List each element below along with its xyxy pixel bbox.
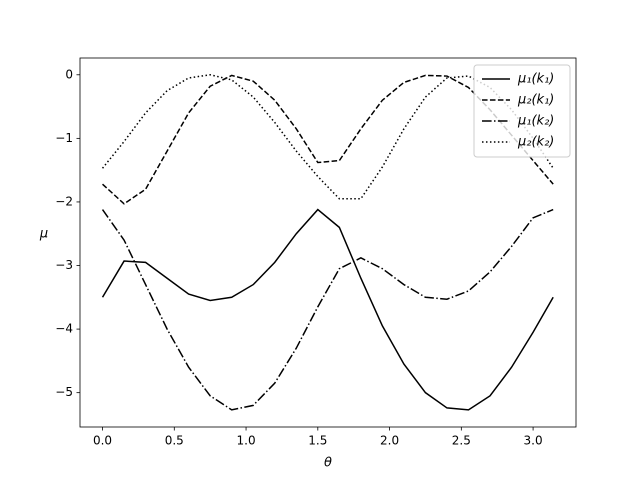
x-tick-label: 2.5 [452,434,471,448]
series-line [101,74,554,200]
legend-label: μ₂(k₂) [517,135,554,150]
series-line [101,208,554,411]
plot-frame [79,57,577,428]
legend-label: μ₂(k₁) [517,93,554,108]
x-tick-label: 2.0 [380,434,399,448]
x-tick-label: 0.0 [93,434,112,448]
x-tick-label: 1.0 [237,434,256,448]
legend-box [473,64,571,158]
legend-label: μ₁(k₁) [517,72,554,87]
x-tick-label: 3.0 [524,434,543,448]
y-tick-label: −3 [55,258,73,272]
x-axis-label: θ [324,456,332,471]
legend-label: μ₁(k₂) [517,114,554,129]
y-tick-label: 0 [65,67,73,81]
series-line [101,208,554,411]
y-tick-label: −5 [55,385,73,399]
x-tick-label: 1.5 [308,434,327,448]
y-tick-label: −1 [55,131,73,145]
y-axis-label: μ [39,227,48,242]
x-tick-label: 0.5 [165,434,184,448]
y-tick-label: −4 [55,322,73,336]
y-tick-label: −2 [55,194,73,208]
